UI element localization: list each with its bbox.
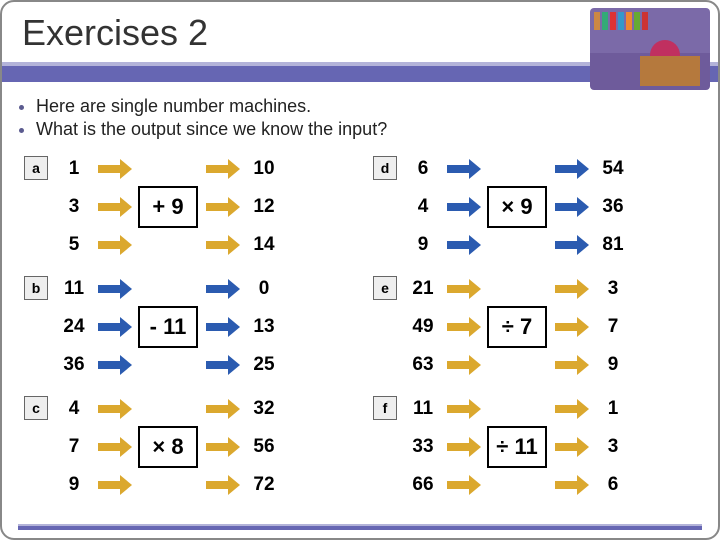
arrow-icon bbox=[447, 478, 481, 492]
arrow-icon bbox=[555, 320, 589, 334]
arrow-icon bbox=[555, 238, 589, 252]
classroom-illustration bbox=[590, 8, 710, 90]
arrow-icon bbox=[447, 402, 481, 416]
machine-output: 56 bbox=[246, 436, 282, 458]
machine-input: 66 bbox=[405, 474, 441, 496]
arrow-icon bbox=[206, 440, 240, 454]
machine-output: 3 bbox=[595, 436, 631, 458]
machine-operation: ÷ 11 bbox=[487, 426, 547, 468]
arrow-icon bbox=[555, 402, 589, 416]
instruction-list: Here are single number machines. What is… bbox=[36, 96, 718, 140]
instruction-line: Here are single number machines. bbox=[36, 96, 311, 116]
arrow-icon bbox=[447, 200, 481, 214]
machine-input: 21 bbox=[405, 278, 441, 300]
arrow-icon bbox=[98, 358, 132, 372]
number-machine: d × 9 6 54 4 36 9 81 bbox=[373, 150, 696, 264]
arrow-icon bbox=[98, 402, 132, 416]
machine-output: 72 bbox=[246, 474, 282, 496]
machine-operation: ÷ 7 bbox=[487, 306, 547, 348]
machine-input: 3 bbox=[56, 196, 92, 218]
arrow-icon bbox=[555, 478, 589, 492]
machine-output: 81 bbox=[595, 234, 631, 256]
number-machine: e ÷ 7 21 3 49 7 63 9 bbox=[373, 270, 696, 384]
machines-grid: a+ 9110312514d× 9654436981b- 11110241336… bbox=[2, 146, 718, 514]
arrow-icon bbox=[206, 200, 240, 214]
arrow-icon bbox=[98, 238, 132, 252]
machine-label: f bbox=[373, 396, 397, 420]
number-machine: f÷ 11111333666 bbox=[373, 390, 696, 504]
machine-label: c bbox=[24, 396, 48, 420]
arrow-icon bbox=[447, 320, 481, 334]
arrow-icon bbox=[206, 358, 240, 372]
arrow-icon bbox=[555, 358, 589, 372]
machine-output: 54 bbox=[595, 158, 631, 180]
machine-output: 7 bbox=[595, 316, 631, 338]
machine-input: 11 bbox=[56, 278, 92, 300]
arrow-icon bbox=[555, 200, 589, 214]
machine-output: 10 bbox=[246, 158, 282, 180]
instruction-line: What is the output since we know the inp… bbox=[36, 119, 387, 139]
machine-input: 33 bbox=[405, 436, 441, 458]
machine-label: a bbox=[24, 156, 48, 180]
machine-operation: + 9 bbox=[138, 186, 198, 228]
machine-input: 24 bbox=[56, 316, 92, 338]
machine-output: 12 bbox=[246, 196, 282, 218]
machine-input: 1 bbox=[56, 158, 92, 180]
machine-input: 4 bbox=[56, 398, 92, 420]
arrow-icon bbox=[447, 440, 481, 454]
machine-label: d bbox=[373, 156, 397, 180]
machine-output: 32 bbox=[246, 398, 282, 420]
machine-operation: × 8 bbox=[138, 426, 198, 468]
arrow-icon bbox=[555, 162, 589, 176]
arrow-icon bbox=[206, 162, 240, 176]
machine-output: 3 bbox=[595, 278, 631, 300]
number-machine: b - 11 11 0 24 13 36 25 bbox=[24, 270, 347, 384]
machine-output: 1 bbox=[595, 398, 631, 420]
arrow-icon bbox=[555, 282, 589, 296]
machine-input: 36 bbox=[56, 354, 92, 376]
machine-input: 5 bbox=[56, 234, 92, 256]
machine-output: 9 bbox=[595, 354, 631, 376]
number-machine: a + 9 1 10 3 12 5 14 bbox=[24, 150, 347, 264]
machine-label: b bbox=[24, 276, 48, 300]
arrow-icon bbox=[206, 478, 240, 492]
arrow-icon bbox=[98, 320, 132, 334]
arrow-icon bbox=[447, 162, 481, 176]
arrow-icon bbox=[98, 282, 132, 296]
machine-input: 9 bbox=[56, 474, 92, 496]
arrow-icon bbox=[447, 358, 481, 372]
machine-input: 4 bbox=[405, 196, 441, 218]
machine-operation: - 11 bbox=[138, 306, 198, 348]
arrow-icon bbox=[206, 320, 240, 334]
machine-operation: × 9 bbox=[487, 186, 547, 228]
machine-input: 63 bbox=[405, 354, 441, 376]
machine-label: e bbox=[373, 276, 397, 300]
arrow-icon bbox=[206, 282, 240, 296]
machine-input: 9 bbox=[405, 234, 441, 256]
arrow-icon bbox=[447, 282, 481, 296]
arrow-icon bbox=[555, 440, 589, 454]
machine-input: 7 bbox=[56, 436, 92, 458]
arrow-icon bbox=[98, 162, 132, 176]
machine-output: 14 bbox=[246, 234, 282, 256]
footer-bar bbox=[18, 524, 702, 530]
arrow-icon bbox=[98, 200, 132, 214]
arrow-icon bbox=[206, 402, 240, 416]
machine-input: 6 bbox=[405, 158, 441, 180]
arrow-icon bbox=[98, 478, 132, 492]
machine-output: 0 bbox=[246, 278, 282, 300]
machine-input: 11 bbox=[405, 398, 441, 420]
machine-output: 25 bbox=[246, 354, 282, 376]
arrow-icon bbox=[206, 238, 240, 252]
machine-output: 13 bbox=[246, 316, 282, 338]
machine-output: 36 bbox=[595, 196, 631, 218]
machine-input: 49 bbox=[405, 316, 441, 338]
machine-output: 6 bbox=[595, 474, 631, 496]
arrow-icon bbox=[447, 238, 481, 252]
number-machine: c × 8 4 32 7 56 9 72 bbox=[24, 390, 347, 504]
arrow-icon bbox=[98, 440, 132, 454]
